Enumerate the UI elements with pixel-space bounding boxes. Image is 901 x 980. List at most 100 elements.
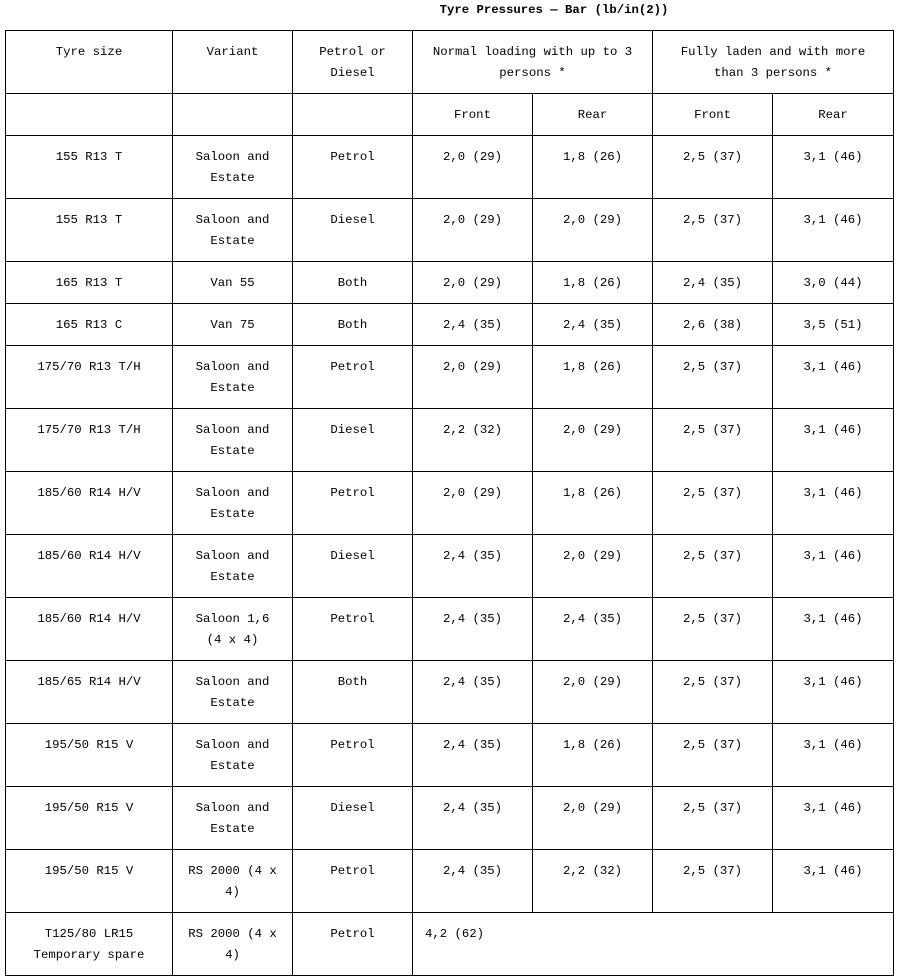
table-row: 195/50 R15 V Saloon and Estate Petrol 2,4 (… xyxy=(5,723,895,787)
cell-laden-front: 2,6 (38) xyxy=(652,303,774,346)
cell-normal-rear: 2,0 (29) xyxy=(531,660,654,724)
cell-tyre-size: T125/80 LR15 Temporary spare xyxy=(5,912,173,976)
table-row: 175/70 R13 T/H Saloon and Estate Diesel 2,2… xyxy=(5,408,895,472)
cell-laden-front: 2,5 (37) xyxy=(652,408,774,472)
cell-tyre-size: 185/60 R14 H/V xyxy=(5,471,173,535)
cell-tyre-size: 195/50 R15 V xyxy=(5,786,173,850)
cell-laden-rear: 3,1 (46) xyxy=(772,135,895,199)
table-row: 165 R13 T Van 55 Both 2,0 (29) 1,8 (26) 2,4 (… xyxy=(5,261,895,304)
cell-tyre-size: 195/50 R15 V xyxy=(5,849,173,913)
cell-variant: Saloon 1,6 (4 x 4) xyxy=(172,597,293,661)
header-normal-loading: Normal loading with up to 3 persons * xyxy=(411,30,654,94)
cell-normal-rear: 2,0 (29) xyxy=(531,534,654,598)
cell-normal-rear: 1,8 (26) xyxy=(531,135,654,199)
cell-variant: RS 2000 (4 x 4) xyxy=(172,912,293,976)
cell-tyre-size: 185/60 R14 H/V xyxy=(5,597,173,661)
cell-fuel: Diesel xyxy=(292,786,413,850)
cell-tyre-size: 185/65 R14 H/V xyxy=(5,660,173,724)
cell-tyre-size: 185/60 R14 H/V xyxy=(5,534,173,598)
subheader-laden-rear: Rear xyxy=(772,93,895,136)
cell-laden-rear: 3,1 (46) xyxy=(772,723,895,787)
cell-tyre-size: 165 R13 T xyxy=(5,261,173,304)
table-row-spare: T125/80 LR15 Temporary spare RS 2000 (4 x… xyxy=(5,912,895,976)
cell-normal-front: 2,0 (29) xyxy=(412,471,533,535)
cell-laden-front: 2,5 (37) xyxy=(652,660,774,724)
cell-laden-front: 2,5 (37) xyxy=(652,786,774,850)
cell-fuel: Petrol xyxy=(292,345,413,409)
cell-variant: Saloon and Estate xyxy=(172,198,293,262)
header-fully-laden: Fully laden and with more than 3 persons… xyxy=(652,30,895,94)
cell-normal-rear: 1,8 (26) xyxy=(531,723,654,787)
table-row: 155 R13 T Saloon and Estate Petrol 2,0 (29)… xyxy=(5,135,895,199)
cell-fuel: Both xyxy=(292,660,413,724)
cell-laden-front: 2,5 (37) xyxy=(652,723,774,787)
cell-laden-front: 2,4 (35) xyxy=(652,261,774,304)
cell-laden-front: 2,5 (37) xyxy=(652,597,774,661)
cell-fuel: Petrol xyxy=(292,597,413,661)
table-row: 175/70 R13 T/H Saloon and Estate Petrol 2,0… xyxy=(5,345,895,409)
cell-fuel: Both xyxy=(292,303,413,346)
cell-tyre-size: 175/70 R13 T/H xyxy=(5,345,173,409)
cell-laden-rear: 3,5 (51) xyxy=(772,303,895,346)
cell-tyre-size: 155 R13 T xyxy=(5,198,173,262)
cell-normal-front: 2,4 (35) xyxy=(412,660,533,724)
subheader-normal-rear: Rear xyxy=(531,93,654,136)
cell-variant: Van 55 xyxy=(172,261,293,304)
cell-fuel: Diesel xyxy=(292,198,413,262)
cell-normal-rear: 2,4 (35) xyxy=(531,597,654,661)
cell-normal-front: 2,4 (35) xyxy=(412,597,533,661)
table-row: 185/60 R14 H/V Saloon and Estate Petrol 2,0… xyxy=(5,471,895,535)
cell-normal-rear: 2,2 (32) xyxy=(531,849,654,913)
table-row: 155 R13 T Saloon and Estate Diesel 2,0 (29)… xyxy=(5,198,895,262)
cell-variant: Saloon and Estate xyxy=(172,723,293,787)
subheader-laden-front: Front xyxy=(652,93,774,136)
cell-laden-front: 2,5 (37) xyxy=(652,471,774,535)
cell-fuel: Petrol xyxy=(292,849,413,913)
cell-fuel: Both xyxy=(292,261,413,304)
cell-laden-rear: 3,1 (46) xyxy=(772,786,895,850)
header-variant: Variant xyxy=(172,30,293,94)
cell-normal-rear: 1,8 (26) xyxy=(531,261,654,304)
cell-normal-front: 2,4 (35) xyxy=(412,786,533,850)
cell-variant: Saloon and Estate xyxy=(172,786,293,850)
table-row: 185/60 R14 H/V Saloon and Estate Diesel 2,4… xyxy=(5,534,895,598)
cell-tyre-size: 195/50 R15 V xyxy=(5,723,173,787)
cell-fuel: Petrol xyxy=(292,723,413,787)
cell-variant: Saloon and Estate xyxy=(172,534,293,598)
cell-laden-front: 2,5 (37) xyxy=(652,849,774,913)
header-fuel: Petrol or Diesel xyxy=(292,30,413,94)
cell-fuel: Petrol xyxy=(292,135,413,199)
cell-normal-rear: 1,8 (26) xyxy=(531,471,654,535)
cell-laden-front: 2,5 (37) xyxy=(652,135,774,199)
table-row: 185/65 R14 H/V Saloon and Estate Both 2,4 (… xyxy=(5,660,895,724)
cell-laden-rear: 3,0 (44) xyxy=(772,261,895,304)
table-row: 165 R13 C Van 75 Both 2,4 (35) 2,4 (35) 2,6 (… xyxy=(5,303,895,346)
subheader-empty xyxy=(5,93,173,136)
cell-laden-rear: 3,1 (46) xyxy=(772,597,895,661)
cell-spare-pressure: 4,2 (62) xyxy=(411,912,895,976)
cell-laden-rear: 3,1 (46) xyxy=(772,471,895,535)
cell-normal-front: 2,4 (35) xyxy=(412,303,533,346)
cell-normal-front: 2,4 (35) xyxy=(412,534,533,598)
cell-variant: Saloon and Estate xyxy=(172,408,293,472)
header-row: Tyre size Variant Petrol or Diesel Norma… xyxy=(5,30,895,94)
cell-laden-rear: 3,1 (46) xyxy=(772,198,895,262)
cell-variant: Saloon and Estate xyxy=(172,135,293,199)
subheader-empty xyxy=(172,93,293,136)
cell-variant: Saloon and Estate xyxy=(172,660,293,724)
cell-laden-rear: 3,1 (46) xyxy=(772,849,895,913)
cell-laden-front: 2,5 (37) xyxy=(652,198,774,262)
cell-fuel: Diesel xyxy=(292,408,413,472)
cell-normal-front: 2,0 (29) xyxy=(412,345,533,409)
subheader-row: Front Rear Front Rear xyxy=(5,93,895,136)
cell-normal-front: 2,4 (35) xyxy=(412,849,533,913)
cell-fuel: Petrol xyxy=(292,912,413,976)
cell-normal-rear: 2,0 (29) xyxy=(531,786,654,850)
cell-laden-front: 2,5 (37) xyxy=(652,534,774,598)
cell-normal-front: 2,4 (35) xyxy=(412,723,533,787)
cell-laden-front: 2,5 (37) xyxy=(652,345,774,409)
cell-normal-front: 2,0 (29) xyxy=(412,135,533,199)
cell-tyre-size: 165 R13 C xyxy=(5,303,173,346)
header-tyre-size: Tyre size xyxy=(5,30,173,94)
cell-tyre-size: 175/70 R13 T/H xyxy=(5,408,173,472)
